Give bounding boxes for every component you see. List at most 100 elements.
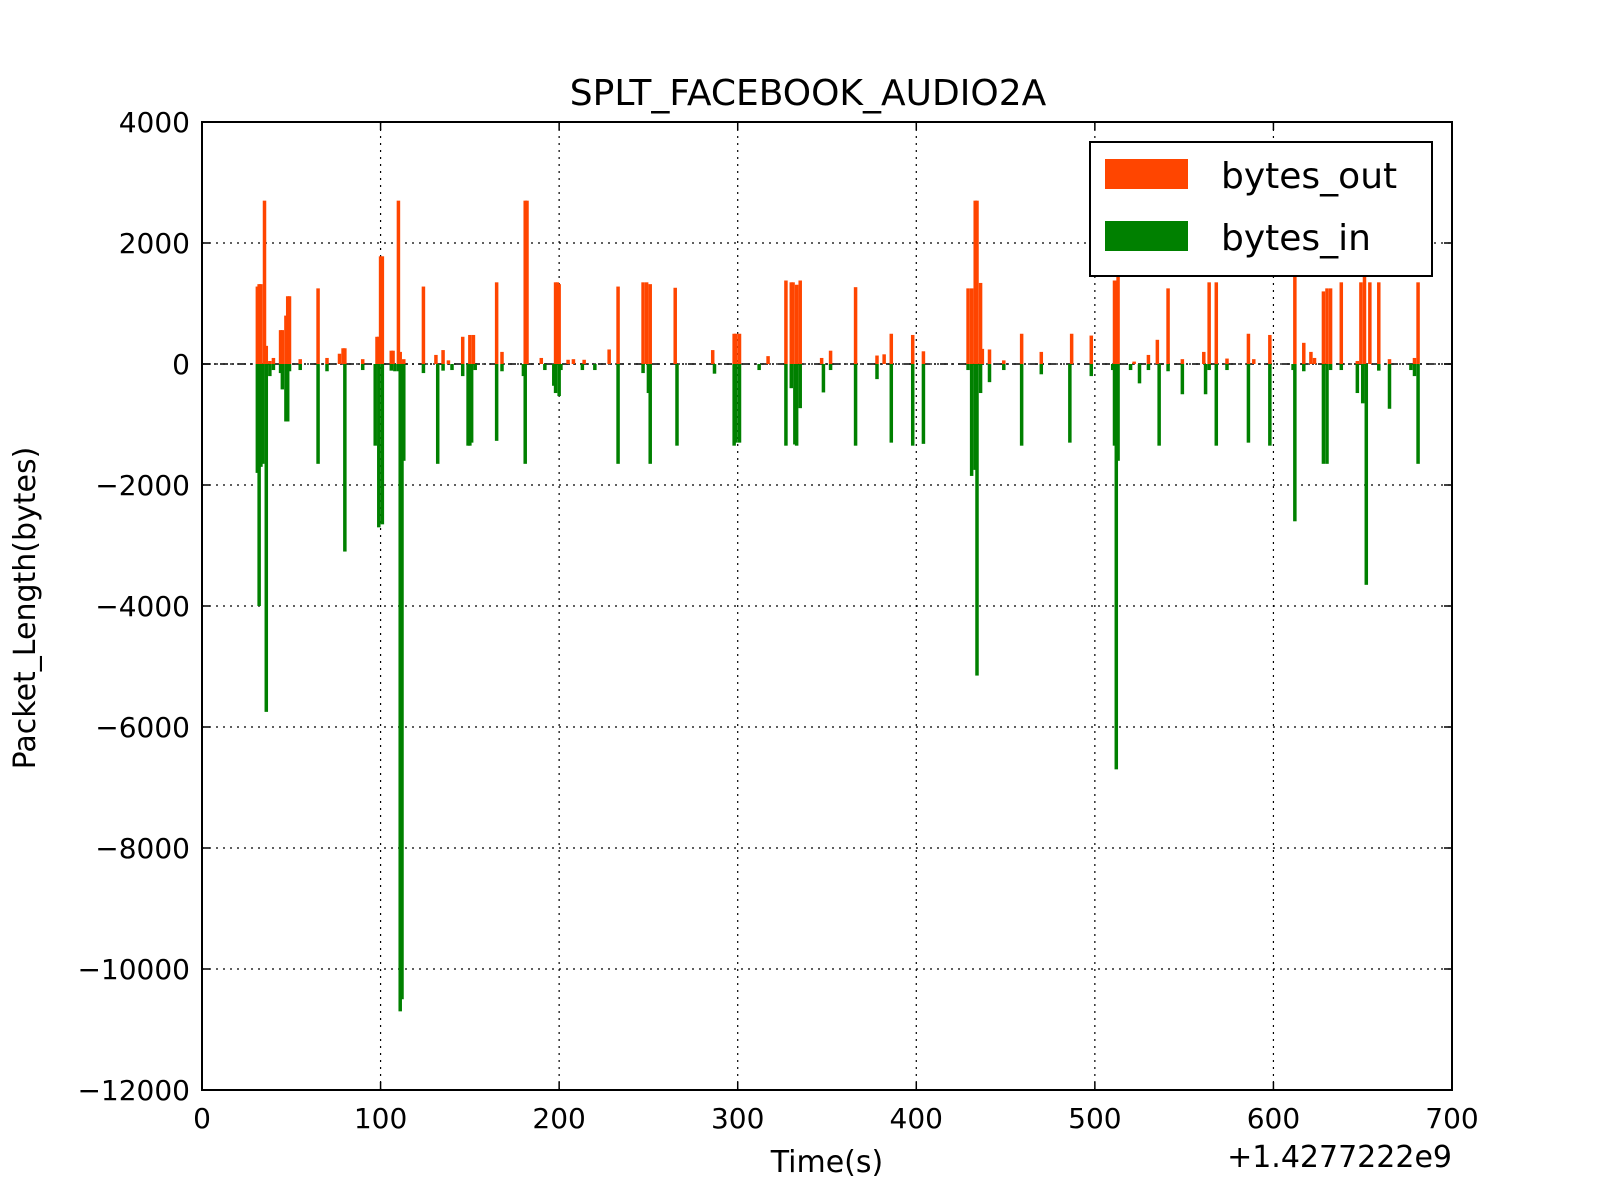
bytes_in-bar (784, 364, 788, 446)
bars (255, 200, 1420, 1012)
bytes_out-bar (396, 200, 401, 364)
bytes_out-bar (494, 282, 499, 364)
bytes_in-bar (285, 364, 290, 422)
bytes_out-bar (389, 350, 394, 364)
legend-label-bytes-in: bytes_in (1221, 218, 1371, 259)
bytes_out-bar (1146, 354, 1151, 364)
bytes_in-bar (1325, 364, 1329, 464)
bytes_out-bar (555, 282, 560, 364)
tick-labels: 0 100 200 300 400 500 600 700 4000 2000 0 −2000 −400… (77, 106, 1478, 1135)
bytes_out-bar (973, 200, 977, 364)
bytes_in-bar (255, 364, 260, 473)
legend-swatch-bytes-in (1105, 221, 1188, 251)
bytes_in-bar (468, 364, 472, 446)
bytes_in-bar (580, 364, 585, 371)
bytes_out-bar (1112, 280, 1117, 364)
bytes_out-bar (523, 200, 527, 364)
bytes_out-bar (1359, 282, 1363, 364)
bytes_out-bar (1362, 276, 1367, 364)
bytes_out-bar (1355, 360, 1360, 364)
bytes_out-bar (607, 349, 611, 364)
bytes_in-bar (1110, 364, 1115, 371)
bytes_out-bar (1416, 282, 1420, 364)
bytes_in-bar (910, 364, 915, 446)
bytes_out-bar (732, 333, 736, 364)
x-tick-label: 600 (1247, 1102, 1300, 1135)
bytes_in-bar (975, 364, 979, 676)
bytes_out-bar (343, 348, 347, 364)
x-tick-label: 100 (354, 1102, 407, 1135)
bytes_out-bar (1252, 359, 1256, 364)
bytes_out-bar (853, 287, 858, 364)
bytes_out-bar (1039, 351, 1044, 364)
bytes_in-bar (278, 364, 283, 374)
bytes_out-bar (980, 348, 985, 364)
bytes_in-bar (646, 364, 651, 394)
bytes_out-bar (1268, 334, 1272, 364)
y-tick-label: −10000 (77, 953, 190, 986)
bytes_out-bar (255, 286, 260, 364)
bytes_in-bar (271, 364, 276, 371)
bytes_out-bar (987, 349, 992, 364)
bytes_in-bar (1002, 364, 1006, 371)
bytes_in-bar (593, 364, 597, 371)
bytes_in-bar (1355, 364, 1360, 394)
bytes_in-bar (1068, 364, 1072, 443)
bytes_out-bar (539, 357, 544, 364)
bytes_out-bar (1132, 361, 1136, 364)
bytes_out-bar (975, 200, 979, 364)
bytes_in-bar (1409, 364, 1413, 371)
bytes_in-bar (1019, 364, 1024, 446)
bytes_out-bar (1116, 272, 1120, 364)
bytes_in-bar (853, 364, 858, 446)
bytes_in-bar (1114, 364, 1119, 770)
bytes_out-bar (1202, 351, 1206, 364)
bytes_in-bar (260, 364, 265, 464)
bytes_out-bar (284, 315, 288, 364)
bytes_in-bar (921, 364, 926, 444)
bytes_out-bar (525, 200, 529, 364)
bytes_out-bar (819, 357, 824, 364)
bytes_out-bar (316, 288, 320, 364)
bytes_in-bar (494, 364, 499, 441)
bytes_in-bar (789, 364, 794, 389)
series-bytes_in (255, 364, 1420, 1012)
bytes_in-bar (559, 364, 563, 371)
x-axis-offset-label: +1.4277222e9 (1227, 1140, 1452, 1175)
bytes_out-bar (791, 282, 795, 364)
bytes_out-bar (571, 359, 576, 364)
bytes_in-bar (1214, 364, 1219, 446)
bytes_in-bar (316, 364, 320, 464)
bytes_out-bar (789, 282, 794, 364)
bytes_in-bar (398, 364, 402, 1012)
bytes_out-bar (468, 334, 472, 364)
bytes_in-bar (421, 364, 426, 374)
bytes_out-bar (798, 280, 802, 364)
bytes_in-bar (552, 364, 556, 386)
y-tick-label: 0 (172, 348, 190, 381)
bytes_in-bar (1146, 364, 1151, 371)
bytes_out-bar (1114, 280, 1119, 364)
y-tick-label: −6000 (95, 711, 190, 744)
y-tick-label: −4000 (95, 590, 190, 623)
bytes_in-bar (402, 364, 406, 461)
bytes_in-bar (1039, 364, 1044, 375)
x-tick-label: 700 (1425, 1102, 1478, 1135)
bytes_in-bar (1412, 364, 1417, 377)
bytes_out-bar (644, 282, 649, 364)
bytes_out-bar (375, 336, 379, 364)
x-tick-label: 400 (890, 1102, 943, 1135)
bytes_in-bar (557, 364, 561, 397)
series-bytes_out (255, 200, 1420, 364)
bytes_in-bar (1328, 364, 1333, 371)
bytes_in-bar (616, 364, 620, 464)
bytes_out-bar (259, 284, 263, 364)
bytes_out-bar (1387, 359, 1392, 364)
bytes_out-bar (402, 359, 406, 364)
legend-swatch-bytes-out (1105, 159, 1188, 189)
bytes_in-bar (469, 364, 474, 443)
bytes_out-bar (1166, 288, 1170, 364)
bytes_out-bar (1225, 358, 1229, 364)
bytes_out-bar (734, 333, 738, 364)
bytes_out-bar (566, 359, 570, 364)
